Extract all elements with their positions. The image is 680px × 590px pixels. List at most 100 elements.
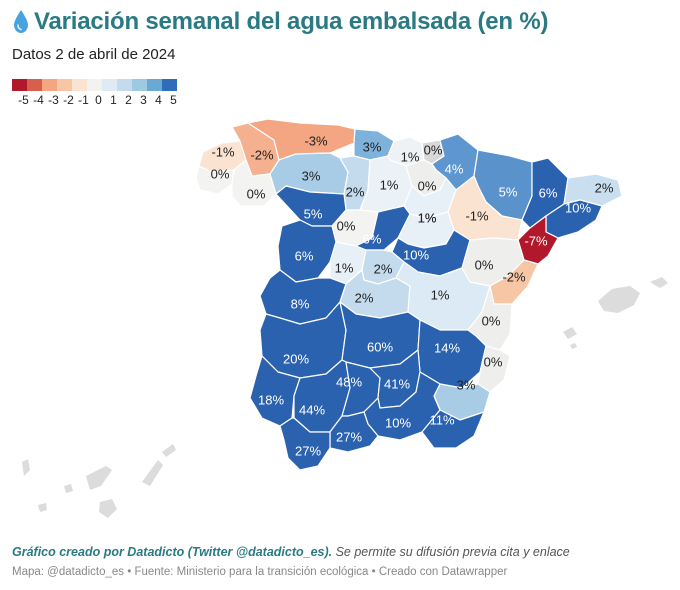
color-legend: -5 -4 -3 -2 -1 0 1 2 3 4 5 <box>12 79 177 109</box>
province-almeria <box>421 395 485 449</box>
island-la-gomera <box>64 484 73 493</box>
province-ourense <box>231 159 277 207</box>
credit-author: Gráfico creado por Datadicto (Twitter @d… <box>12 545 333 559</box>
legend-label: -2 <box>63 93 74 107</box>
legend-swatch <box>102 79 117 91</box>
province-value-label: 1% <box>418 210 437 225</box>
province-value-label: -2% <box>502 269 526 284</box>
province-value-label: 0% <box>424 142 443 157</box>
province-value-label: 18% <box>258 392 284 407</box>
credit-line: Gráfico creado por Datadicto (Twitter @d… <box>12 545 672 559</box>
province-value-label: 60% <box>367 339 393 354</box>
legend-swatch <box>57 79 72 91</box>
province-malaga <box>329 411 379 453</box>
province-value-label: 6% <box>295 248 314 263</box>
province-value-label: 10% <box>565 200 591 215</box>
legend-swatch <box>132 79 147 91</box>
legend-label: 1 <box>110 93 117 107</box>
province-value-label: 1% <box>431 287 450 302</box>
province-cadiz <box>279 417 331 471</box>
legend-label: 3 <box>140 93 147 107</box>
province-value-label: -1% <box>211 144 235 159</box>
legend-swatch <box>147 79 162 91</box>
province-value-label: 0% <box>337 218 356 233</box>
province-value-label: -3% <box>304 133 328 148</box>
province-shapes <box>195 118 623 471</box>
legend-swatch <box>87 79 102 91</box>
province-value-label: 2% <box>355 290 374 305</box>
province-value-label: 0% <box>247 186 266 201</box>
legend-label: 4 <box>155 93 162 107</box>
province-value-label: -2% <box>250 147 274 162</box>
province-value-label: -1% <box>465 208 489 223</box>
province-value-label: 1% <box>380 177 399 192</box>
province-pontevedra <box>195 165 235 195</box>
province-value-label: -7% <box>524 233 548 248</box>
province-granada <box>363 371 441 441</box>
island-gran-canaria <box>99 499 117 518</box>
province-value-label: 1% <box>418 210 437 225</box>
province-value-label: 2% <box>374 261 393 276</box>
province-value-label: 10% <box>385 415 411 430</box>
islands <box>22 277 668 518</box>
province-value-label: 27% <box>336 429 362 444</box>
province-value-label: 0% <box>418 178 437 193</box>
credit-note: Se permite su difusión previa cita y enl… <box>332 545 570 559</box>
province-value-label: 11% <box>429 412 454 427</box>
legend-swatches <box>12 79 177 91</box>
province-value-label: 3% <box>457 377 476 392</box>
province-value-label: 6% <box>539 185 558 200</box>
legend-label: -4 <box>33 93 44 107</box>
legend-swatch <box>42 79 57 91</box>
province-value-label: 27% <box>295 443 321 458</box>
province-value-label: 8% <box>291 296 310 311</box>
province-value-label: 2% <box>346 184 365 199</box>
source-line: Mapa: @datadicto_es • Fuente: Ministerio… <box>12 566 508 578</box>
island-mallorca <box>598 286 640 313</box>
legend-labels: -5 -4 -3 -2 -1 0 1 2 3 4 5 <box>12 93 177 109</box>
province-value-label: 5% <box>304 206 323 221</box>
legend-label: -1 <box>78 93 89 107</box>
island-ibiza <box>563 327 577 339</box>
province-value-label: 4% <box>445 161 464 176</box>
province-value-label: 0% <box>475 257 494 272</box>
province-value-label: 0% <box>484 354 503 369</box>
province-value-label: 6% <box>363 231 382 246</box>
footer: Gráfico creado por Datadicto (Twitter @d… <box>12 545 672 578</box>
water-drop-icon <box>14 10 28 33</box>
legend-swatch <box>117 79 132 91</box>
legend-label: 5 <box>170 93 177 107</box>
legend-label: 0 <box>95 93 102 107</box>
chart-title: Variación semanal del agua embalsada (en… <box>12 8 672 36</box>
chart-subtitle: Datos 2 de abril de 2024 <box>12 46 176 63</box>
legend-swatch <box>27 79 42 91</box>
island-la-palma <box>22 459 30 476</box>
province-value-label: 41% <box>384 376 410 391</box>
legend-label: -5 <box>18 93 29 107</box>
province-value-label: 3% <box>363 139 382 154</box>
province-value-label: 14% <box>434 340 460 355</box>
island-tenerife <box>86 466 112 490</box>
island-el-hierro <box>38 503 47 512</box>
island-menorca <box>650 277 668 288</box>
legend-label: -3 <box>48 93 59 107</box>
legend-label: 2 <box>125 93 132 107</box>
province-value-label: 20% <box>283 351 309 366</box>
province-value-label: 3% <box>302 168 321 183</box>
province-value-label: 5% <box>499 184 518 199</box>
island-formentera <box>570 343 577 349</box>
province-value-label: 44% <box>299 402 325 417</box>
province-value-label: 1% <box>335 260 354 275</box>
province-value-label: 2% <box>595 180 614 195</box>
legend-swatch <box>72 79 87 91</box>
province-value-label: 0% <box>211 166 230 181</box>
province-value-label: 0% <box>482 313 501 328</box>
header: Variación semanal del agua embalsada (en… <box>12 8 672 63</box>
province-alicante <box>477 345 511 393</box>
legend-swatch <box>12 79 27 91</box>
island-fuerteventura <box>142 460 163 486</box>
chart-title-text: Variación semanal del agua embalsada (en… <box>34 8 549 35</box>
province-value-label: 1% <box>401 149 420 164</box>
island-lanzarote <box>162 444 176 457</box>
